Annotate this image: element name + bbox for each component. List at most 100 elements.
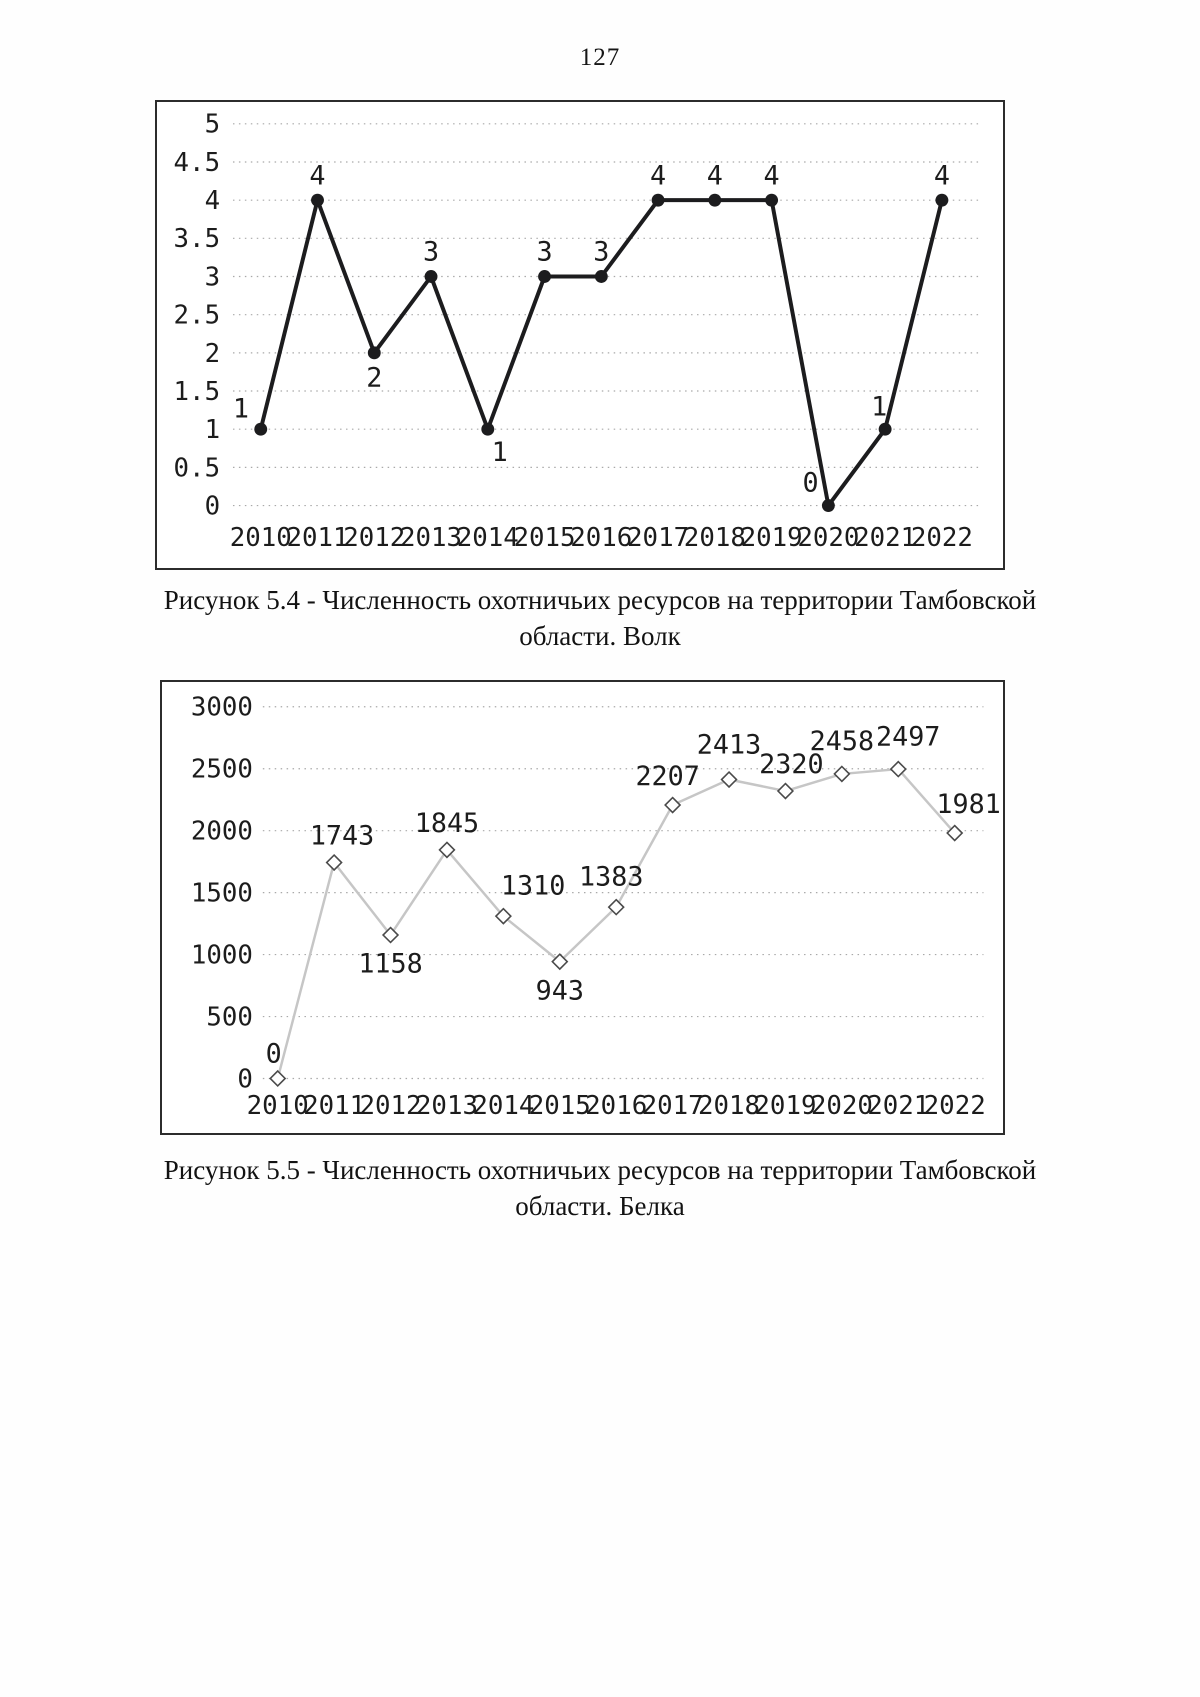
y-tick-label: 0 — [237, 1064, 253, 1094]
page-number: 127 — [579, 44, 621, 71]
data-point-marker — [664, 796, 682, 814]
x-tick-label: 2011 — [286, 523, 348, 553]
x-tick-label: 2015 — [514, 523, 576, 553]
y-tick-label: 5 — [205, 110, 221, 140]
y-tick-label: 3 — [205, 262, 221, 292]
x-tick-label: 2012 — [343, 523, 405, 553]
x-tick-label: 2021 — [867, 1091, 929, 1121]
x-tick-label: 2014 — [472, 1091, 534, 1121]
data-label: 2458 — [810, 726, 874, 757]
data-label: 1158 — [358, 949, 422, 980]
data-label: 4 — [309, 160, 325, 191]
y-tick-label: 4.5 — [174, 148, 221, 178]
data-label: 4 — [764, 160, 780, 191]
y-tick-label: 3.5 — [174, 224, 221, 254]
x-tick-label: 2022 — [911, 523, 973, 553]
data-label: 2497 — [876, 721, 940, 752]
data-point-marker — [708, 193, 722, 207]
data-label: 3 — [536, 237, 552, 268]
data-point-marker — [765, 193, 779, 207]
data-label: 1383 — [579, 861, 643, 892]
data-label: 1 — [871, 391, 887, 422]
x-tick-label: 2013 — [400, 523, 462, 553]
x-tick-label: 2020 — [797, 523, 859, 553]
data-point-marker — [594, 270, 608, 283]
y-tick-label: 0 — [205, 491, 221, 521]
data-label: 2413 — [697, 730, 761, 761]
data-point-marker — [538, 270, 551, 283]
data-point-marker — [381, 926, 400, 944]
data-label: 1845 — [415, 808, 479, 839]
data-point-marker — [821, 499, 835, 512]
x-tick-label: 2022 — [924, 1091, 986, 1121]
x-tick-label: 2017 — [627, 523, 689, 553]
x-tick-label: 2021 — [854, 523, 916, 553]
data-label: 4 — [934, 160, 950, 191]
data-label: 0 — [802, 468, 818, 499]
x-tick-label: 2018 — [698, 1091, 760, 1121]
x-tick-label: 2019 — [741, 523, 803, 553]
data-label: 1743 — [310, 821, 374, 852]
data-point-marker — [367, 346, 381, 360]
y-tick-label: 1000 — [191, 941, 253, 971]
x-tick-label: 2017 — [642, 1091, 704, 1121]
data-point-marker — [269, 1069, 287, 1088]
data-label: 1 — [492, 437, 508, 468]
y-tick-label: 0.5 — [174, 453, 221, 483]
x-tick-label: 2010 — [230, 523, 292, 553]
figure-5-4-caption: Рисунок 5.4 - Численность охотничьих рес… — [163, 585, 1037, 651]
data-point-marker — [833, 765, 851, 783]
x-tick-label: 2010 — [247, 1091, 309, 1121]
data-label: 3 — [593, 237, 609, 268]
data-point-marker — [935, 193, 949, 207]
y-tick-label: 2000 — [191, 817, 253, 847]
y-tick-label: 2500 — [191, 755, 253, 785]
data-label: 1 — [233, 393, 249, 424]
x-tick-label: 2016 — [585, 1091, 647, 1121]
figure-5-5-caption: Рисунок 5.5 - Численность охотничьих рес… — [163, 1155, 1037, 1221]
x-tick-label: 2012 — [360, 1091, 422, 1121]
data-point-marker — [481, 422, 495, 436]
y-tick-label: 1 — [205, 415, 221, 445]
data-point-marker — [889, 760, 907, 778]
x-tick-label: 2018 — [684, 523, 746, 553]
data-label: 2 — [366, 363, 382, 394]
squirrel-chart-frame: 3000 2500 2000 1500 1000 500 0 2010 2011 2012 2013… — [160, 680, 1005, 1135]
data-label: 3 — [423, 237, 439, 268]
data-label: 4 — [650, 160, 666, 191]
data-point-marker — [424, 270, 438, 283]
y-tick-label: 4 — [205, 186, 221, 216]
data-label: 1981 — [936, 789, 1000, 820]
y-tick-label: 500 — [206, 1002, 253, 1032]
data-point-marker — [720, 770, 738, 789]
x-tick-label: 2015 — [529, 1091, 591, 1121]
wolf-chart-frame: 5 4.5 4 3.5 3 2.5 2 1.5 1 0.5 0 2010 2011 2012 2013 201… — [155, 100, 1005, 570]
squirrel-population-line-chart: 3000250020001500100050002010201120122013… — [191, 693, 1001, 1121]
data-label: 2320 — [759, 749, 823, 780]
x-tick-label: 2016 — [570, 523, 632, 553]
x-tick-label: 2020 — [811, 1091, 873, 1121]
data-label: 4 — [707, 160, 723, 191]
data-point-marker — [325, 853, 343, 872]
data-point-marker — [651, 193, 665, 207]
y-tick-label: 2 — [205, 339, 221, 369]
data-label: 2207 — [635, 761, 699, 792]
data-point-marker — [878, 422, 892, 436]
data-point-marker — [607, 898, 625, 916]
data-point-marker — [946, 824, 964, 842]
data-label: 0 — [266, 1039, 282, 1070]
data-label: 943 — [536, 975, 584, 1006]
x-tick-label: 2011 — [303, 1091, 365, 1121]
x-tick-label: 2019 — [754, 1091, 816, 1121]
y-tick-label: 3000 — [191, 693, 253, 723]
data-point-marker — [551, 953, 569, 971]
wolf-population-line-chart: 54.543.532.521.510.502010201120122013201… — [174, 110, 982, 553]
data-point-marker — [254, 422, 268, 436]
y-tick-label: 1.5 — [174, 377, 221, 407]
data-line — [276, 767, 956, 1079]
x-tick-label: 2014 — [457, 523, 519, 553]
y-tick-label: 2.5 — [174, 301, 221, 331]
x-tick-label: 2013 — [416, 1091, 478, 1121]
data-point-marker — [438, 841, 456, 859]
